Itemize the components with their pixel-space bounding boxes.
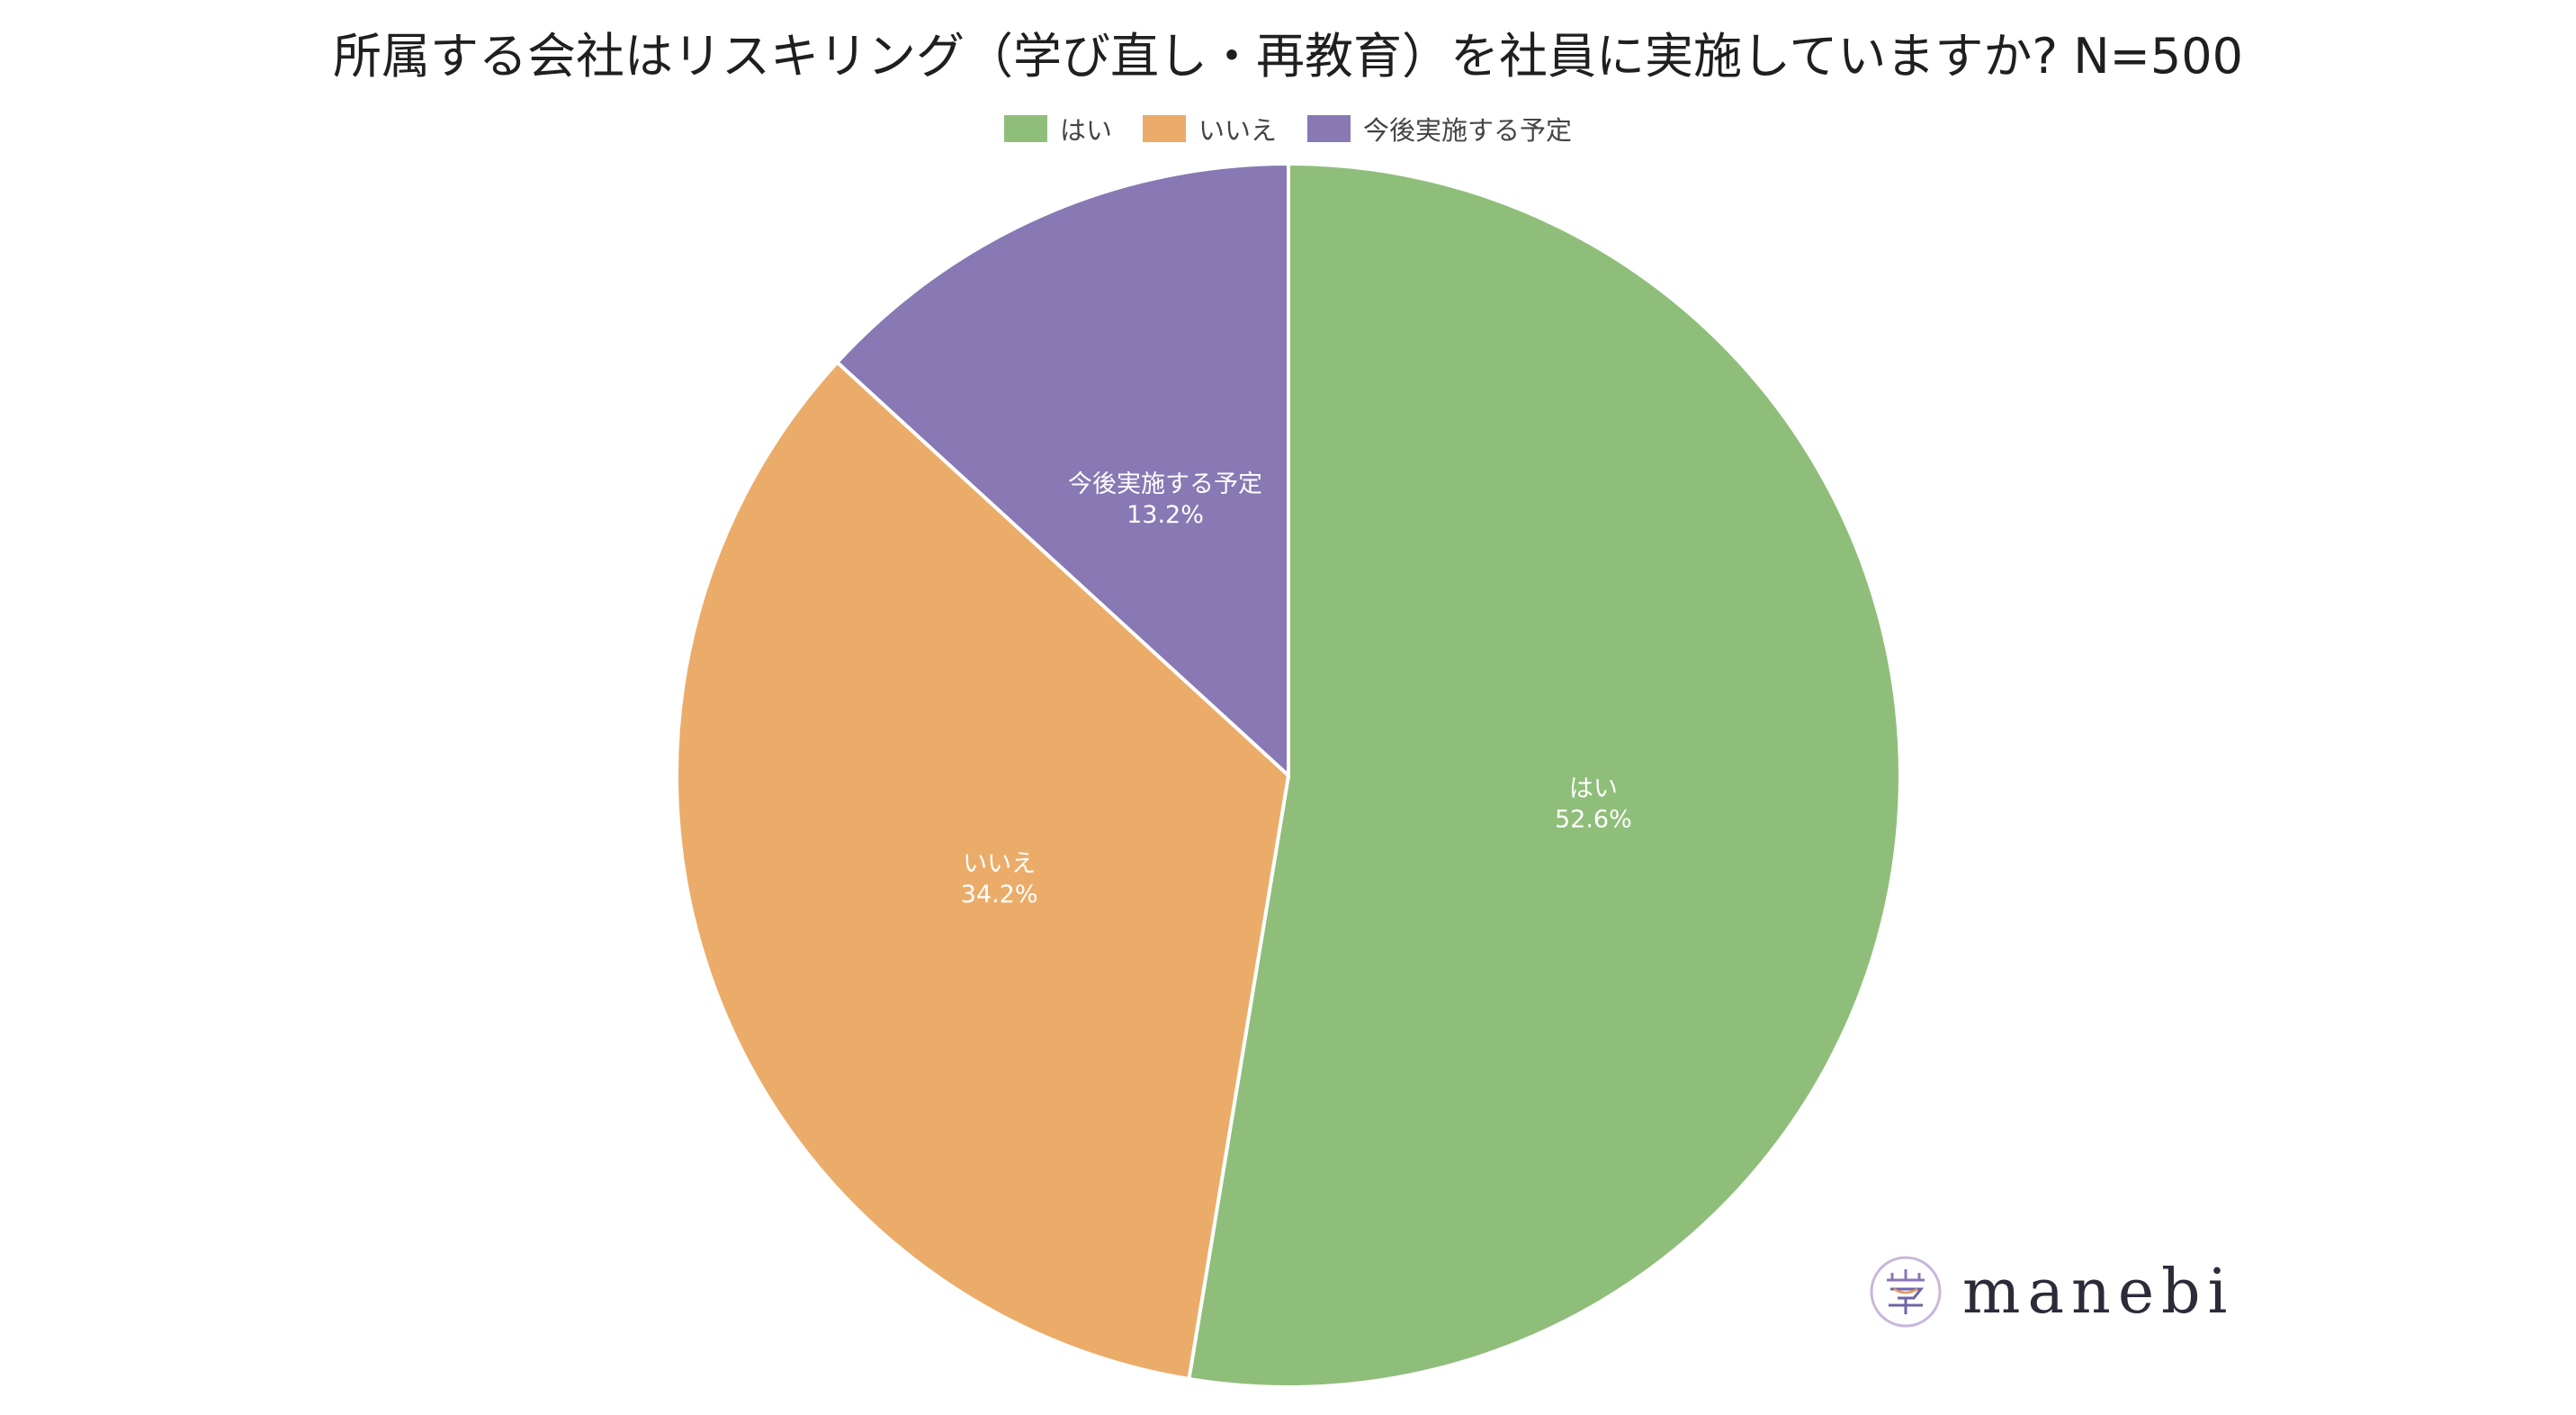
chart-legend: はい いいえ 今後実施する予定 [0,110,2576,148]
slice-label-planned: 今後実施する予定 [1068,470,1262,498]
legend-swatch-planned [1307,115,1351,142]
legend-item-yes: はい [1003,110,1112,148]
legend-item-planned: 今後実施する予定 [1307,110,1572,148]
slice-value-yes: 52.6% [1555,806,1632,834]
pie-slice-planned [834,161,1290,780]
slice-value-no: 34.2% [961,881,1038,909]
legend-label-no: いいえ [1198,115,1277,146]
manebi-logo: manebi [1867,1253,2234,1330]
legend-label-yes: はい [1059,115,1112,146]
chart-title: 所属する会社はリスキリング（学び直し・再教育）を社員に実施していますか? N=5… [333,28,2243,85]
pie-slices [675,161,1902,1389]
pie-slice-no [675,359,1291,1382]
logo-text: manebi [1962,1256,2235,1328]
legend-swatch-yes [1003,115,1047,142]
legend-swatch-no [1142,115,1186,142]
legend-item-no: いいえ [1142,110,1277,148]
manebi-logo-icon [1870,1256,1942,1328]
legend-label-planned: 今後実施する予定 [1363,115,1573,146]
slice-value-planned: 13.2% [1126,501,1204,529]
slice-label-no: いいえ [963,850,1036,878]
pie-slice-yes [1187,161,1902,1389]
slice-label-yes: はい [1569,775,1618,803]
pie-labels: はい 52.6% いいえ 34.2% 今後実施する予定 13.2% [961,470,1632,909]
